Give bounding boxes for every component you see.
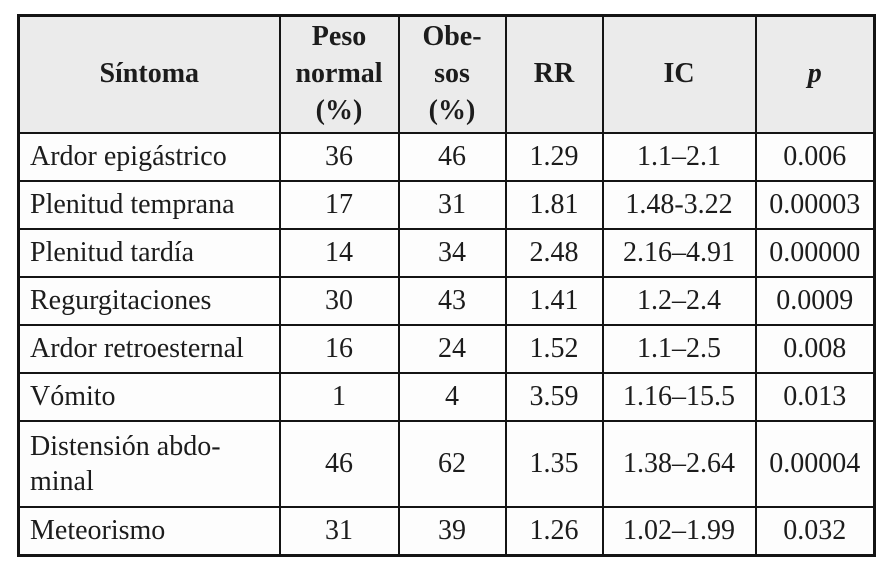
cell-peso-normal: 31	[278, 505, 400, 557]
header-row: Síntoma Peso normal (%) Obe- sos (%) RR …	[17, 14, 876, 134]
table-row: Meteorismo 31 39 1.26 1.02–1.99 0.032	[17, 505, 876, 557]
cell-p: 0.00000	[754, 227, 876, 278]
table-row: Ardor epigástrico 36 46 1.29 1.1–2.1 0.0…	[17, 131, 876, 182]
cell-rr: 1.41	[504, 275, 604, 326]
cell-peso-normal: 14	[278, 227, 400, 278]
cell-ic: 1.48-3.22	[601, 179, 757, 230]
cell-ic: 1.02–1.99	[601, 505, 757, 557]
cell-sintoma: Distensión abdo- minal	[17, 419, 281, 508]
column-header-obesos: Obe- sos (%)	[397, 14, 507, 134]
cell-rr: 1.81	[504, 179, 604, 230]
table-row: Vómito 1 4 3.59 1.16–15.5 0.013	[17, 371, 876, 422]
cell-obesos: 62	[397, 419, 507, 508]
cell-obesos: 31	[397, 179, 507, 230]
cell-rr: 1.35	[504, 419, 604, 508]
cell-ic: 1.1–2.5	[601, 323, 757, 374]
cell-peso-normal: 17	[278, 179, 400, 230]
cell-p: 0.032	[754, 505, 876, 557]
cell-sintoma: Ardor epigástrico	[17, 131, 281, 182]
cell-sintoma: Plenitud tardía	[17, 227, 281, 278]
cell-rr: 1.52	[504, 323, 604, 374]
cell-peso-normal: 46	[278, 419, 400, 508]
cell-sintoma: Ardor retroesternal	[17, 323, 281, 374]
column-header-rr: RR	[504, 14, 604, 134]
cell-rr: 2.48	[504, 227, 604, 278]
cell-ic: 1.1–2.1	[601, 131, 757, 182]
table-row: Distensión abdo- minal 46 62 1.35 1.38–2…	[17, 419, 876, 508]
table-header: Síntoma Peso normal (%) Obe- sos (%) RR …	[17, 14, 876, 134]
cell-obesos: 24	[397, 323, 507, 374]
cell-ic: 1.2–2.4	[601, 275, 757, 326]
table-row: Plenitud tardía 14 34 2.48 2.16–4.91 0.0…	[17, 227, 876, 278]
cell-p: 0.013	[754, 371, 876, 422]
column-header-peso-normal: Peso normal (%)	[278, 14, 400, 134]
table-body: Ardor epigástrico 36 46 1.29 1.1–2.1 0.0…	[17, 131, 876, 557]
cell-obesos: 43	[397, 275, 507, 326]
cell-obesos: 46	[397, 131, 507, 182]
cell-p: 0.008	[754, 323, 876, 374]
table-row: Plenitud temprana 17 31 1.81 1.48-3.22 0…	[17, 179, 876, 230]
cell-obesos: 39	[397, 505, 507, 557]
cell-sintoma: Vómito	[17, 371, 281, 422]
cell-ic: 1.38–2.64	[601, 419, 757, 508]
cell-sintoma: Regurgitaciones	[17, 275, 281, 326]
cell-peso-normal: 16	[278, 323, 400, 374]
symptoms-table: Síntoma Peso normal (%) Obe- sos (%) RR …	[17, 14, 876, 557]
column-header-ic: IC	[601, 14, 757, 134]
cell-ic: 2.16–4.91	[601, 227, 757, 278]
cell-rr: 3.59	[504, 371, 604, 422]
table-row: Regurgitaciones 30 43 1.41 1.2–2.4 0.000…	[17, 275, 876, 326]
cell-ic: 1.16–15.5	[601, 371, 757, 422]
cell-p: 0.00004	[754, 419, 876, 508]
column-header-p: p	[754, 14, 876, 134]
cell-peso-normal: 1	[278, 371, 400, 422]
cell-p: 0.006	[754, 131, 876, 182]
cell-p: 0.00003	[754, 179, 876, 230]
cell-rr: 1.26	[504, 505, 604, 557]
cell-obesos: 4	[397, 371, 507, 422]
cell-peso-normal: 36	[278, 131, 400, 182]
cell-sintoma: Plenitud temprana	[17, 179, 281, 230]
column-header-sintoma: Síntoma	[17, 14, 281, 134]
table-row: Ardor retroesternal 16 24 1.52 1.1–2.5 0…	[17, 323, 876, 374]
cell-rr: 1.29	[504, 131, 604, 182]
cell-p: 0.0009	[754, 275, 876, 326]
cell-peso-normal: 30	[278, 275, 400, 326]
cell-sintoma: Meteorismo	[17, 505, 281, 557]
cell-obesos: 34	[397, 227, 507, 278]
